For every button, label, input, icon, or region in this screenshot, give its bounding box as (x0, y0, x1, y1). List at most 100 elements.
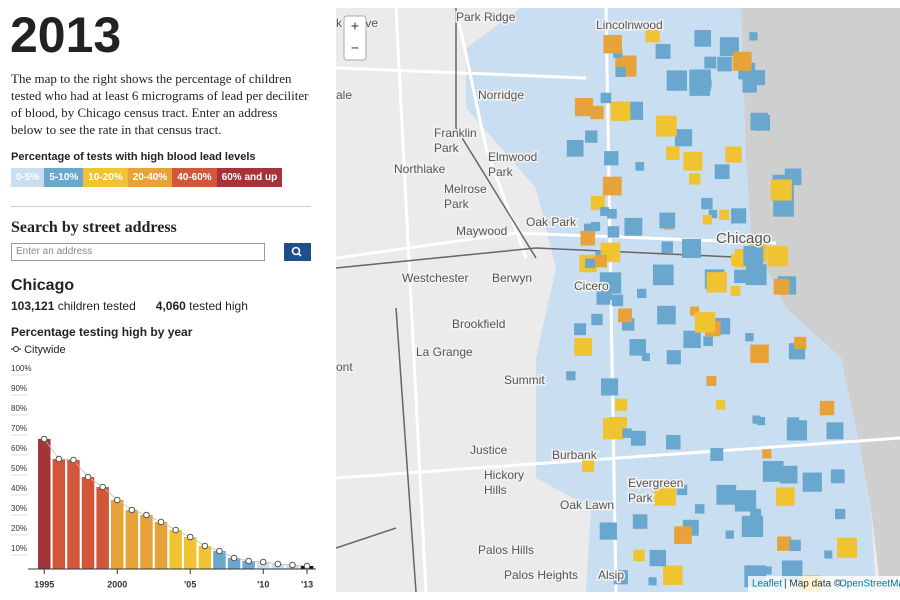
place-label: Berwyn (492, 271, 532, 285)
place-label: Cicero (574, 279, 609, 293)
tract (666, 146, 680, 160)
tract (777, 536, 792, 551)
tract (611, 294, 624, 307)
tract (743, 246, 764, 266)
place-label: Franklin (434, 126, 477, 140)
tract (767, 246, 789, 267)
tract (663, 565, 683, 585)
tract (674, 129, 693, 147)
place-label: Lincolnwood (596, 18, 663, 32)
citywide-point (201, 542, 209, 550)
tract (591, 313, 603, 326)
map[interactable]: k GrovePark RidgeLincolnwoodNorridgeFran… (336, 8, 900, 592)
tract (773, 278, 790, 295)
bar (125, 510, 139, 569)
tract (719, 209, 730, 220)
citywide-point (70, 456, 77, 464)
bar (227, 558, 241, 569)
citywide-point (55, 455, 63, 463)
x-tick-label: 2000 (107, 579, 127, 589)
tract (590, 195, 605, 210)
tract (725, 530, 734, 539)
tract (602, 176, 622, 196)
y-tick-label: 40% (11, 484, 27, 493)
attribution: | Map data © (784, 579, 842, 590)
y-tick-label: 10% (11, 544, 27, 553)
tract (763, 566, 772, 575)
bar (198, 546, 212, 569)
stat: 103,121 children tested (11, 299, 136, 313)
place-label: Park (444, 197, 470, 211)
search-button[interactable] (284, 243, 311, 261)
tract (835, 508, 846, 520)
legend-swatch: 0-5% (11, 168, 45, 187)
tract (694, 504, 705, 514)
tract (732, 51, 752, 71)
tract (666, 350, 681, 365)
place-label: Hills (484, 483, 507, 497)
tract (566, 371, 576, 381)
legend-swatch: 10-20% (83, 168, 128, 187)
tract (585, 130, 598, 143)
stat-label: tested high (189, 299, 248, 313)
tract (635, 162, 645, 171)
attribution-link[interactable]: Leaflet (752, 579, 782, 590)
tract (750, 344, 769, 364)
tract (681, 238, 702, 258)
search-icon (291, 246, 302, 257)
bar (52, 459, 66, 569)
place-label: Justice (470, 443, 508, 457)
tract (574, 338, 593, 356)
tract (615, 398, 628, 411)
tract (745, 332, 754, 342)
zoom-out[interactable]: − (351, 40, 359, 56)
tract (716, 484, 737, 505)
tract (661, 241, 674, 253)
bar (140, 515, 153, 569)
tract (574, 97, 594, 117)
tract (582, 460, 595, 473)
place-label: Park (434, 141, 460, 155)
tract (779, 465, 798, 484)
attribution-link[interactable]: OpenStreetMa (839, 579, 900, 590)
x-tick-label: 1995 (34, 579, 54, 589)
tract (750, 508, 762, 520)
bar (257, 562, 270, 569)
tract (789, 539, 801, 552)
tract (590, 105, 604, 120)
tract (734, 269, 748, 284)
citywide-point (172, 526, 179, 534)
y-tick-label: 60% (11, 444, 27, 453)
x-tick-label: '05 (184, 579, 196, 589)
tract (613, 570, 628, 585)
tract (641, 353, 650, 362)
tract (826, 422, 844, 440)
address-input[interactable]: Enter an address (11, 243, 265, 261)
legend-swatch: 60% and up (216, 168, 283, 187)
tract (566, 140, 584, 157)
citywide-point (157, 518, 165, 526)
tract (649, 549, 666, 567)
bar (38, 439, 51, 569)
tract (652, 264, 674, 286)
bar (96, 487, 109, 569)
tract (819, 400, 835, 416)
y-tick-label: 50% (11, 464, 27, 473)
tract (633, 549, 645, 562)
tract (710, 447, 724, 461)
place-label: Brookfield (452, 317, 505, 331)
tract (636, 288, 647, 299)
tract (674, 526, 692, 544)
citywide-point (40, 435, 48, 443)
citywide-point (303, 562, 311, 570)
tract (583, 223, 596, 235)
tract (730, 285, 741, 296)
citywide-point (289, 561, 296, 569)
tract (708, 209, 718, 219)
y-tick-label: 70% (11, 424, 27, 433)
zoom-in[interactable]: + (351, 18, 359, 34)
tract (762, 449, 772, 459)
place-label: Park (628, 491, 654, 505)
area-name: Chicago (11, 277, 75, 294)
place-label: Elmwood (488, 150, 537, 164)
